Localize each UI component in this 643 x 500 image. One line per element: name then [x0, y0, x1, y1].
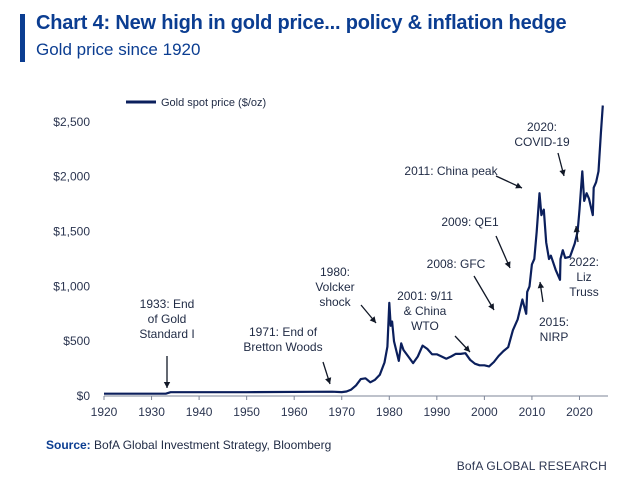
y-tick-label: $0 [77, 389, 91, 403]
annotation-text-line: 2020: [527, 120, 557, 134]
annotation-arrowhead [559, 169, 566, 176]
annotation-text-line: 2022: [569, 255, 599, 269]
annotation-arrowhead [463, 345, 470, 352]
chart-subtitle: Gold price since 1920 [36, 40, 201, 59]
chart-title: Chart 4: New high in gold price... polic… [36, 12, 567, 34]
x-tick-label: 1940 [186, 405, 213, 419]
title-accent-bar [20, 14, 25, 62]
annotation-text-line: 1933: End [140, 297, 195, 311]
annotation-text-line: NIRP [540, 330, 569, 344]
x-tick-label: 2010 [519, 405, 546, 419]
y-tick-label: $2,000 [53, 170, 90, 184]
source-note: Source: BofA Global Investment Strategy,… [46, 438, 331, 452]
annotation-arrowhead [325, 377, 332, 384]
annotation-2009: 2009: QE1 [441, 215, 511, 269]
annotation-text-line: 2011: China peak [404, 164, 498, 178]
series-layer [104, 105, 604, 395]
annotation-text-line: Standard I [139, 327, 194, 341]
annotation-arrowhead [504, 261, 511, 268]
annotation-text-line: Truss [569, 285, 599, 299]
x-tick-label: 2020 [566, 405, 593, 419]
annotation-text-line: 2008: GFC [427, 257, 486, 271]
x-tick-label: 1930 [138, 405, 165, 419]
x-tick-label: 1960 [281, 405, 308, 419]
x-tick-label: 1990 [423, 405, 450, 419]
annotation-text-line: Liz [576, 270, 591, 284]
annotation-arrowhead [515, 182, 522, 189]
y-tick-label: $2,500 [53, 115, 90, 129]
chart-axes [103, 395, 608, 400]
annotation-text-line: 2001: 9/11 [397, 289, 453, 303]
annotation-text-line: shock [319, 295, 351, 309]
annotation-text-line: 1971: End of [249, 325, 318, 339]
y-tick-label: $1,500 [53, 225, 90, 239]
annotation-text-line: COVID-19 [514, 135, 570, 149]
annotation-text-line: 1980: [320, 265, 350, 279]
tick-labels: $0 $500 $1,000 $1,500 $2,000 $2,500 1920 1930 19… [53, 115, 593, 419]
annotation-2015: 2015:NIRP [537, 281, 569, 344]
gold-price-line [104, 105, 604, 395]
x-tick-label: 2000 [471, 405, 498, 419]
annotation-2008: 2008: GFC [427, 257, 495, 311]
annotation-arrowhead [537, 282, 545, 289]
x-tick-label: 1980 [376, 405, 403, 419]
annotation-text-line: 2009: QE1 [441, 215, 499, 229]
annotation-text-line: Bretton Woods [243, 340, 322, 354]
y-tick-label: $1,000 [53, 279, 90, 293]
annotation-text-line: of Gold [148, 312, 187, 326]
annotation-2020: 2020:COVID-19 [514, 120, 570, 177]
annotation-arrow-shaft [473, 275, 495, 311]
chart-legend: Gold spot price ($/oz) [126, 97, 266, 109]
annotation-arrowhead [573, 226, 580, 233]
source-text: BofA Global Investment Strategy, Bloombe… [90, 438, 332, 452]
x-tick-label: 1950 [233, 405, 260, 419]
x-tick-label: 1970 [328, 405, 355, 419]
annotation-text-line: 2015: [539, 315, 569, 329]
annotation-arrowhead [369, 316, 376, 323]
annotation-arrowhead [488, 303, 494, 310]
source-label: Source: [46, 438, 91, 452]
x-tick-label: 1920 [91, 405, 118, 419]
y-tick-label: $500 [63, 334, 90, 348]
annotation-2011: 2011: China peak [404, 164, 523, 189]
annotation-text-line: Volcker [315, 280, 354, 294]
annotation-text-line: & China [404, 304, 447, 318]
annotation-arrowhead [163, 382, 171, 388]
legend-label: Gold spot price ($/oz) [161, 97, 266, 109]
annotation-text-line: WTO [411, 319, 439, 333]
branding-text: BofA GLOBAL RESEARCH [456, 459, 607, 473]
